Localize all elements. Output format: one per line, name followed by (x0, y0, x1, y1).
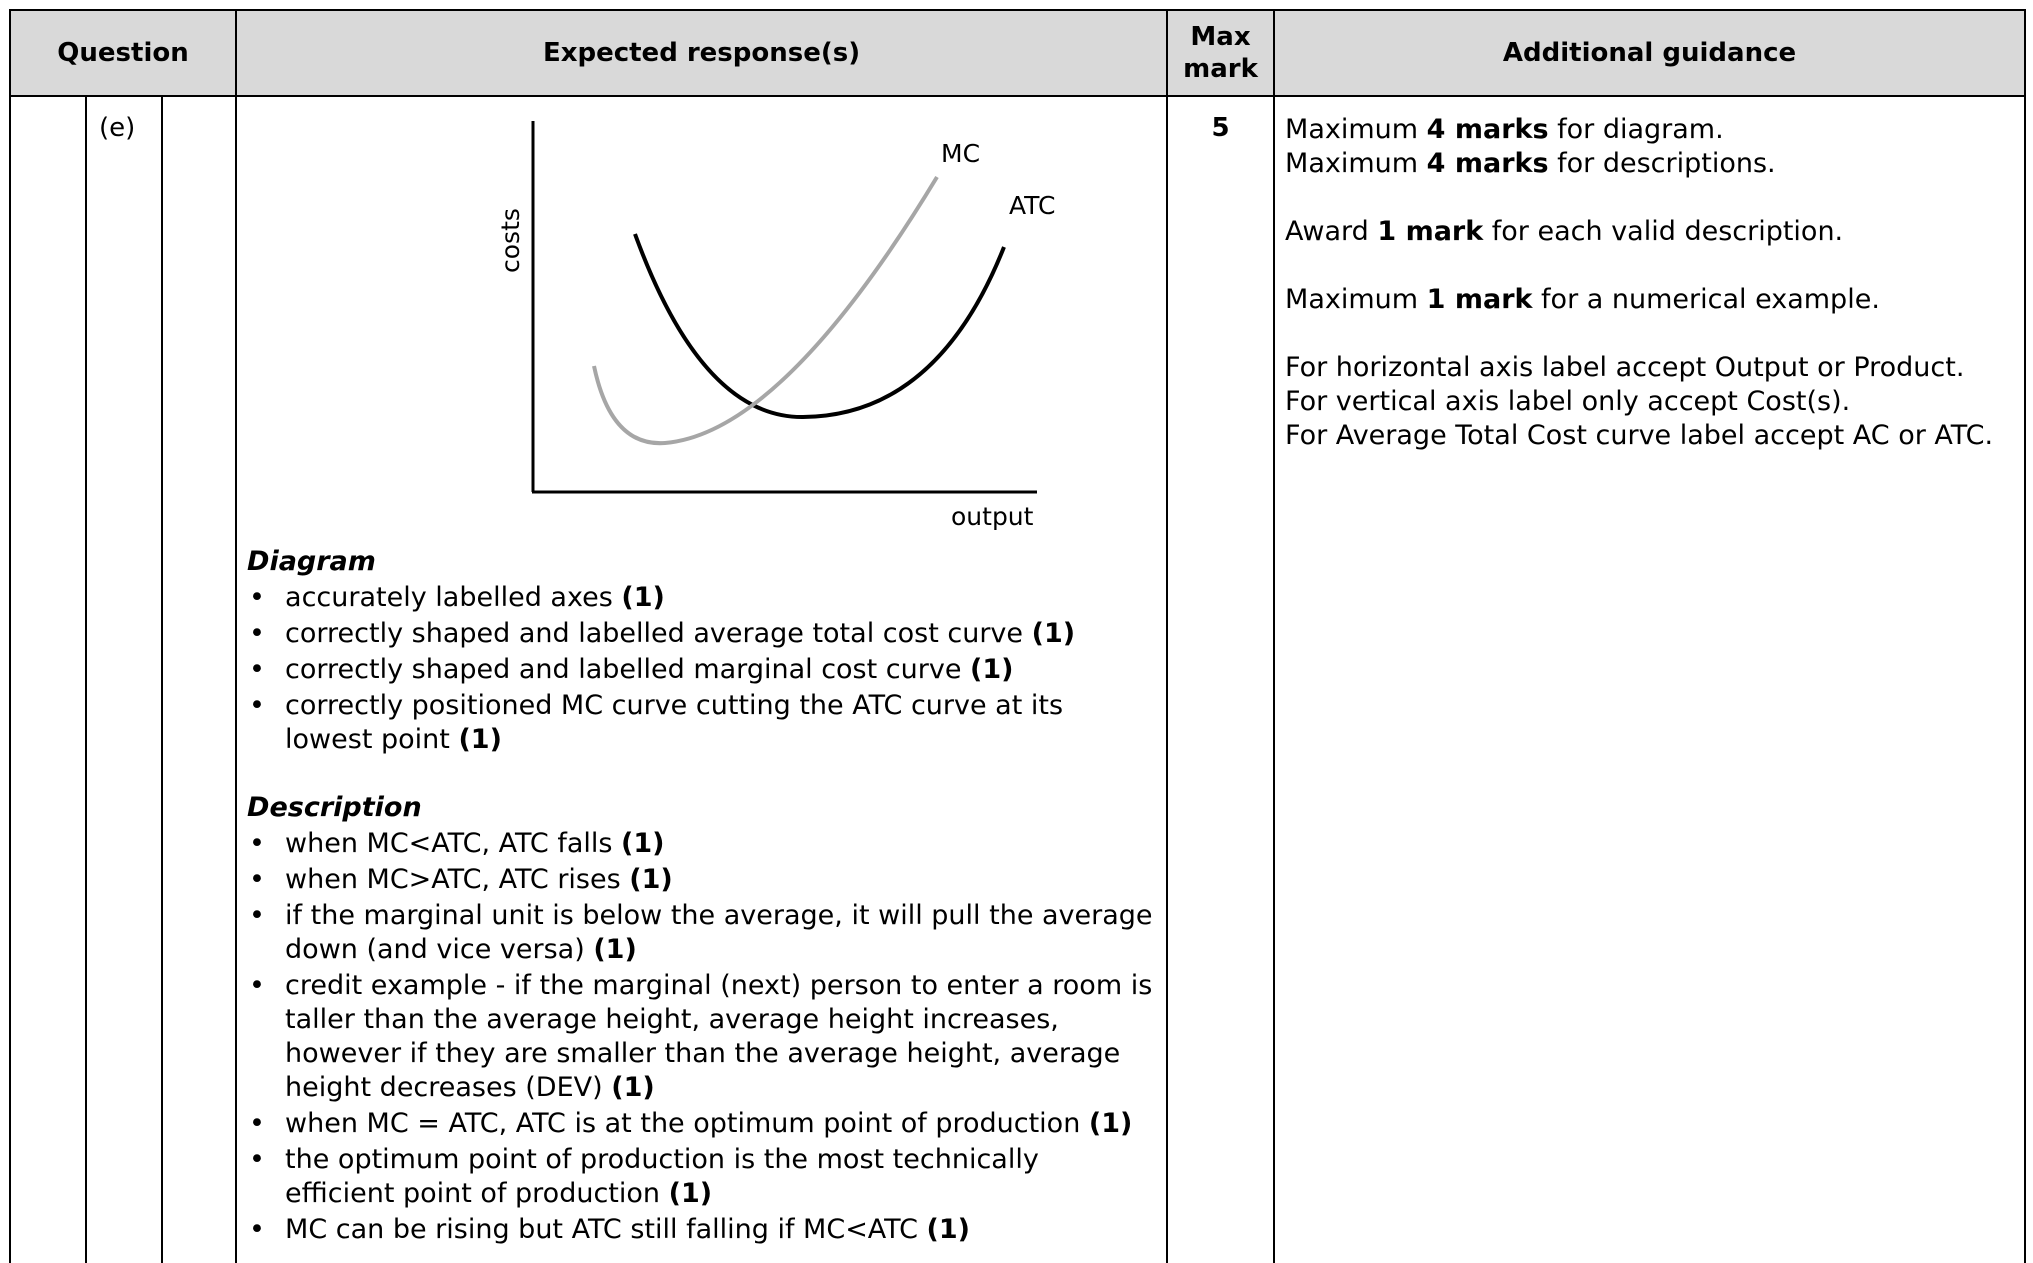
mc-curve (592, 175, 939, 446)
header-guidance: Additional guidance (1273, 9, 2027, 97)
description-criteria-list: when MC<ATC, ATC falls (1) when MC>ATC, … (247, 827, 1156, 1247)
header-row: Question Expected response(s) Max mark A… (8, 9, 2027, 97)
guidance-line: For horizontal axis label accept Output … (1285, 352, 1965, 383)
list-item: if the marginal unit is below the averag… (247, 899, 1156, 967)
question-subpart-cell (160, 95, 238, 1263)
additional-guidance-cell: Maximum 4 marks for diagram. Maximum 4 m… (1273, 95, 2027, 1263)
header-question: Question (8, 9, 238, 97)
list-item: when MC = ATC, ATC is at the optimum poi… (247, 1107, 1156, 1141)
atc-label: ATC (1009, 191, 1055, 220)
diagram-criteria-list: accurately labelled axes (1) correctly s… (247, 581, 1156, 757)
guidance-line: For vertical axis label only accept Cost… (1285, 386, 1851, 417)
question-number-cell (9, 95, 87, 1263)
list-item: correctly shaped and labelled marginal c… (247, 653, 1156, 687)
header-max-line1: Max (1190, 22, 1251, 52)
guidance-line: Award 1 mark for each valid description. (1285, 216, 1844, 247)
guidance-line: Maximum 4 marks for descriptions. (1285, 148, 1776, 179)
response-text: Diagram accurately labelled axes (1) cor… (237, 545, 1166, 1247)
diagram-section-title: Diagram (247, 546, 376, 577)
atc-curve (633, 233, 1006, 420)
question-part: (e) (85, 95, 163, 1263)
description-section-title: Description (247, 792, 422, 823)
list-item: when MC>ATC, ATC rises (1) (247, 863, 1156, 897)
header-max-line2: mark (1183, 54, 1258, 84)
guidance-line: For Average Total Cost curve label accep… (1285, 420, 1994, 451)
list-item: MC can be rising but ATC still falling i… (247, 1213, 1156, 1247)
list-item: accurately labelled axes (1) (247, 581, 1156, 615)
header-max-mark: Max mark (1166, 9, 1276, 97)
list-item: the optimum point of production is the m… (247, 1143, 1156, 1211)
list-item: when MC<ATC, ATC falls (1) (247, 827, 1156, 861)
header-expected-response: Expected response(s) (235, 9, 1169, 97)
max-mark-value: 5 (1166, 95, 1276, 1263)
guidance-line: Maximum 1 mark for a numerical example. (1285, 284, 1880, 315)
expected-response-cell: costs output MC ATC Diagram accurately l… (235, 95, 1169, 1263)
guidance-line: Maximum 4 marks for diagram. (1285, 114, 1724, 145)
x-axis-label: output (951, 502, 1034, 531)
list-item: correctly shaped and labelled average to… (247, 617, 1156, 651)
list-item: credit example - if the marginal (next) … (247, 969, 1156, 1105)
marking-table: Question Expected response(s) Max mark A… (8, 9, 2027, 1263)
mc-label: MC (941, 139, 980, 168)
list-item: correctly positioned MC curve cutting th… (247, 689, 1156, 757)
y-axis-label: costs (496, 208, 525, 273)
cost-curves-diagram: costs output MC ATC (496, 121, 1055, 531)
question-row: (e) costs output MC ATC Diagram (9, 95, 2027, 1263)
